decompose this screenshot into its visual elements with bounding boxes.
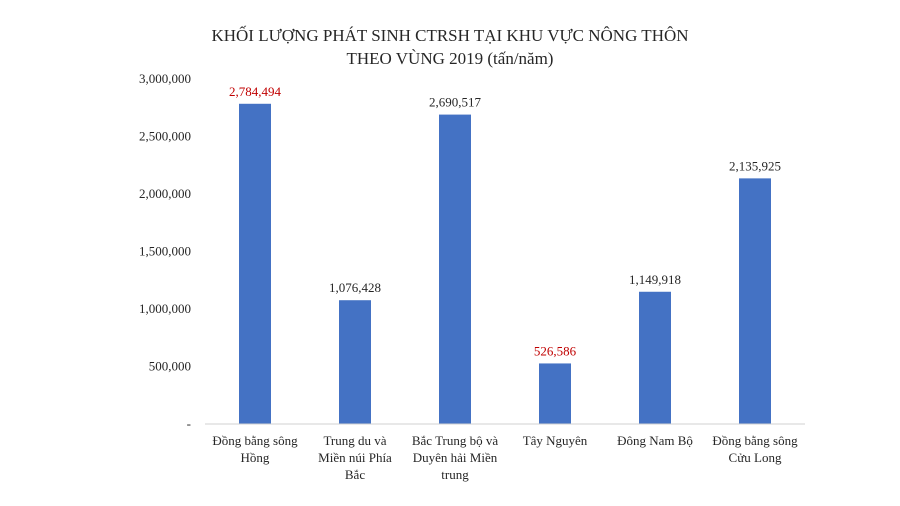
data-label: 1,149,918 bbox=[629, 272, 681, 287]
x-axis: Đồng bằng sông Hồng Trung du và Miền núi Ph… bbox=[205, 423, 805, 482]
chart-title: KHỐI LƯỢNG PHÁT SINH CTRSH TẠI KHU VỰC N… bbox=[211, 26, 688, 68]
bar bbox=[439, 114, 471, 424]
data-label: 2,784,494 bbox=[229, 84, 282, 99]
data-label: 2,690,517 bbox=[429, 95, 482, 110]
y-axis: - 500,000 1,000,000 1,500,000 2,000,000 2,500… bbox=[139, 71, 191, 431]
bar bbox=[539, 363, 571, 424]
y-tick-label: - bbox=[187, 416, 191, 431]
category-label: Hồng bbox=[241, 450, 270, 465]
category-label: Duyên hải Miền bbox=[413, 450, 498, 465]
category-label: Tây Nguyên bbox=[523, 433, 588, 448]
bar bbox=[639, 291, 671, 424]
y-tick-label: 1,000,000 bbox=[139, 301, 191, 316]
y-tick-label: 2,000,000 bbox=[139, 186, 191, 201]
category-label: Đồng bằng sông bbox=[212, 433, 298, 448]
bar bbox=[739, 178, 771, 424]
bars bbox=[239, 103, 771, 424]
y-tick-label: 2,500,000 bbox=[139, 129, 191, 144]
category-label: trung bbox=[441, 467, 469, 482]
bar bbox=[239, 103, 271, 424]
category-label: Miền núi Phía bbox=[318, 450, 392, 465]
category-label: Đồng bằng sông bbox=[712, 433, 798, 448]
y-tick-label: 500,000 bbox=[149, 359, 191, 374]
data-label: 2,135,925 bbox=[729, 158, 781, 173]
data-label: 526,586 bbox=[534, 343, 577, 358]
category-label: Bắc bbox=[345, 467, 365, 482]
bar bbox=[339, 300, 371, 424]
y-tick-label: 3,000,000 bbox=[139, 71, 191, 86]
category-label: Bắc Trung bộ và bbox=[412, 433, 499, 448]
y-tick-label: 1,500,000 bbox=[139, 244, 191, 259]
data-label: 1,076,428 bbox=[329, 280, 381, 295]
category-label: Đông Nam Bộ bbox=[617, 433, 693, 448]
category-label: Trung du và bbox=[323, 433, 386, 448]
data-labels: 2,784,494 1,076,428 2,690,517 526,586 1,149,… bbox=[229, 84, 781, 359]
chart-title-line: THEO VÙNG 2019 (tấn/năm) bbox=[347, 49, 554, 68]
chart-title-line: KHỐI LƯỢNG PHÁT SINH CTRSH TẠI KHU VỰC N… bbox=[211, 26, 688, 45]
category-label: Cửu Long bbox=[729, 450, 782, 465]
